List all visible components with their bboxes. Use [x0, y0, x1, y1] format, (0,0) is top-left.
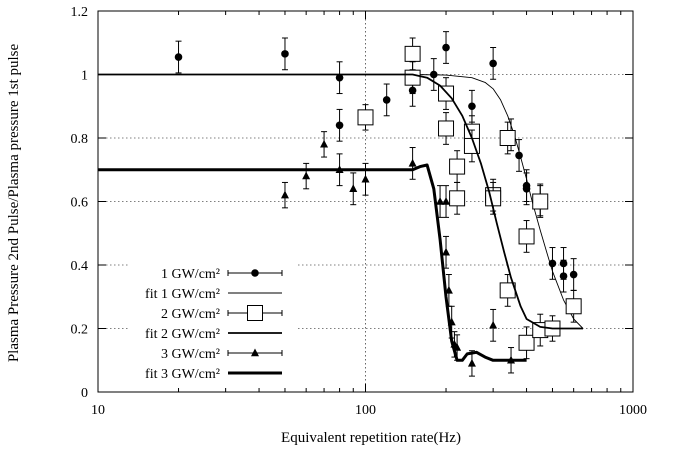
data-point — [382, 96, 391, 104]
legend: 1 GW/cm² fit 1 GW/cm² 2 GW/cm² fit 2 GW/cm²… — [130, 263, 298, 385]
x-tick-label: 100 — [355, 403, 376, 418]
data-point — [489, 320, 498, 329]
y-tick-label: 1.2 — [71, 5, 89, 20]
y-tick-label: 1 — [81, 69, 88, 84]
data-point — [302, 171, 311, 180]
data-point — [280, 190, 289, 199]
data-point — [468, 102, 476, 111]
y-tick-label: 0.6 — [71, 196, 89, 211]
data-point — [404, 45, 421, 62]
y-tick-label: 0.2 — [71, 323, 89, 338]
data-point — [408, 158, 417, 167]
y-axis-label: Plasma Pressure 2nd Pulse/Plasma pressur… — [6, 44, 22, 363]
series-1 — [174, 31, 578, 293]
data-point — [438, 120, 455, 137]
data-point — [442, 247, 451, 256]
data-point — [442, 197, 451, 205]
legend-background — [130, 263, 298, 385]
series-6 — [98, 163, 527, 362]
data-point — [335, 121, 344, 130]
legend-label: 2 GW/cm² — [161, 307, 220, 322]
legend-label: fit 3 GW/cm² — [145, 367, 220, 382]
series-5 — [280, 131, 516, 377]
data-point — [489, 59, 497, 68]
data-point — [449, 158, 466, 175]
data-point — [467, 358, 476, 367]
data-point — [518, 334, 535, 351]
data-point — [361, 174, 370, 183]
data-point — [449, 190, 466, 207]
data-point — [335, 73, 344, 82]
data-point — [281, 50, 289, 58]
data-point — [518, 228, 535, 245]
y-tick-label: 0.4 — [71, 259, 89, 274]
data-point — [174, 53, 183, 61]
data-point — [569, 270, 578, 279]
data-point — [320, 139, 329, 148]
y-tick-label: 0 — [81, 386, 88, 401]
data-point — [404, 69, 421, 86]
series-layer — [98, 31, 584, 377]
legend-marker — [251, 348, 259, 357]
legend-marker — [251, 269, 259, 277]
data-point — [357, 109, 374, 126]
legend-label: fit 1 GW/cm² — [145, 287, 220, 302]
data-point — [559, 272, 568, 280]
data-point — [499, 130, 516, 146]
legend-label: fit 2 GW/cm² — [145, 327, 220, 342]
data-point — [532, 193, 549, 210]
plot-area — [97, 10, 634, 393]
series-line — [98, 73, 583, 330]
series-3 — [357, 37, 582, 360]
legend-label: 1 GW/cm² — [161, 267, 220, 282]
data-point — [565, 298, 582, 315]
x-tick-label: 1000 — [619, 403, 647, 418]
legend-label: 3 GW/cm² — [161, 347, 220, 362]
data-point — [349, 184, 358, 192]
data-point — [442, 43, 450, 52]
series-4 — [98, 73, 583, 330]
series-line — [98, 163, 527, 362]
y-tick-label: 0.8 — [71, 132, 89, 147]
data-point — [485, 190, 502, 207]
x-tick-label: 10 — [91, 403, 105, 418]
legend-marker — [247, 305, 263, 321]
axis-ticks: 10 100 1000 0 0.2 0.4 0.6 0.8 1 1.2 — [71, 5, 648, 418]
x-axis-label: Equivalent repetition rate(Hz) — [281, 430, 461, 446]
data-point — [436, 197, 445, 205]
